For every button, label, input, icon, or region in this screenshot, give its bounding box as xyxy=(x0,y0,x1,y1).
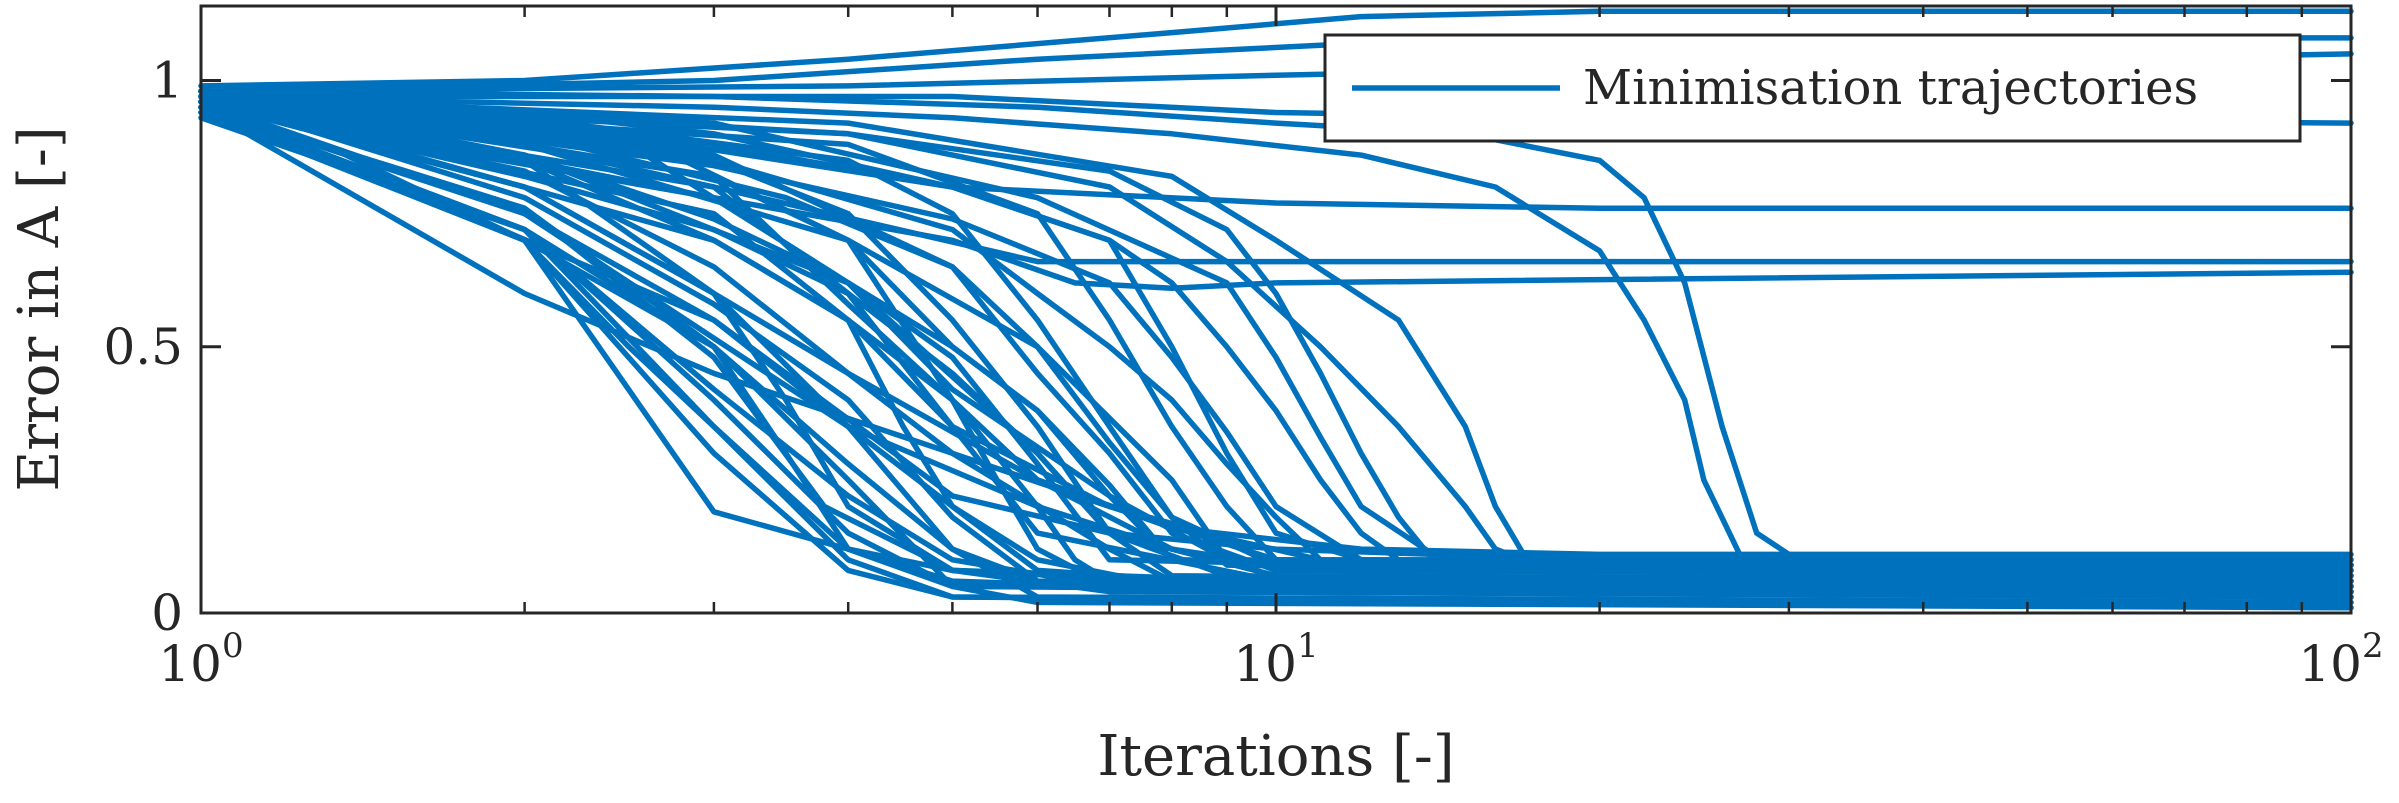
trajectory-line-18 xyxy=(198,93,2354,574)
series-layer xyxy=(198,8,2354,611)
trajectory-line-1 xyxy=(198,8,2354,89)
legend: Minimisation trajectories xyxy=(1323,33,2302,143)
trajectory-line-30 xyxy=(198,88,2354,568)
trajectory-line-54 xyxy=(198,104,2354,595)
trajectory-line-32 xyxy=(198,88,2354,568)
y-tick-label: 0 xyxy=(151,584,183,642)
trajectory-line-48 xyxy=(198,99,2354,584)
trajectory-line-5 xyxy=(198,88,1822,560)
x-tick-label: 101 xyxy=(1233,626,1318,693)
y-axis-title: Error in A [-] xyxy=(7,126,72,491)
x-tick-label: 100 xyxy=(158,626,243,693)
trajectory-line-31 xyxy=(198,93,2354,568)
trajectory-line-11 xyxy=(198,99,1527,563)
trajectory-line-53 xyxy=(198,99,2354,606)
trajectory-line-6 xyxy=(198,93,1743,558)
x-tick-label: 102 xyxy=(2298,626,2383,693)
ticks-layer: 0 0.5 1 100 101 102 xyxy=(103,6,2384,693)
legend-entry-label: Minimisation trajectories xyxy=(1583,60,2198,116)
trajectory-line-38 xyxy=(198,104,2354,590)
x-axis-title: Iterations [-] xyxy=(1097,724,1454,789)
y-tick-label: 1 xyxy=(151,52,183,110)
trajectory-line-49 xyxy=(198,93,2354,568)
y-tick-label: 0.5 xyxy=(103,318,183,376)
